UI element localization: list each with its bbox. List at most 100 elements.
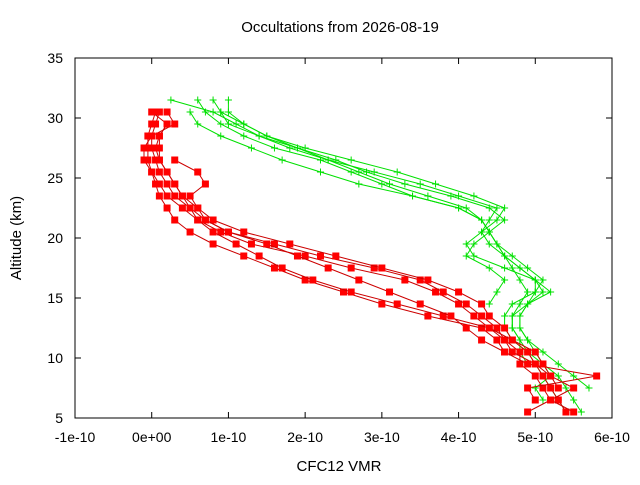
data-point (516, 276, 524, 284)
data-point (508, 300, 516, 308)
data-point (240, 132, 248, 140)
data-point (186, 228, 194, 236)
data-point (455, 204, 463, 212)
data-point (163, 168, 171, 176)
data-point (570, 384, 578, 392)
data-point (163, 120, 171, 128)
data-point (478, 300, 486, 308)
x-tick-label: 3e-10 (364, 429, 400, 445)
data-point (270, 240, 278, 248)
data-point (309, 276, 317, 284)
data-point (332, 156, 340, 164)
series-line (143, 111, 597, 401)
data-point (493, 240, 501, 248)
data-point (485, 228, 493, 236)
data-point (416, 276, 424, 284)
data-point (148, 144, 156, 152)
data-point (217, 228, 225, 236)
data-point (378, 180, 386, 188)
data-point (347, 168, 355, 176)
data-point (478, 216, 486, 224)
data-point (209, 108, 217, 116)
data-point (516, 348, 524, 356)
y-tick-label: 35 (47, 50, 63, 66)
data-point (424, 312, 432, 320)
data-point (140, 144, 148, 152)
series-green-10 (217, 108, 547, 368)
data-point (209, 216, 217, 224)
x-tick-label: -1e-10 (55, 429, 96, 445)
data-point (194, 204, 202, 212)
data-point (462, 324, 470, 332)
data-point (209, 96, 217, 104)
data-point (301, 276, 309, 284)
data-point (401, 276, 409, 284)
data-point (209, 228, 217, 236)
data-point (224, 228, 232, 236)
series-line (151, 111, 575, 413)
data-point (485, 300, 493, 308)
data-point (171, 180, 179, 188)
data-point (508, 336, 516, 344)
data-point (516, 312, 524, 320)
data-point (470, 312, 478, 320)
data-point (547, 372, 555, 380)
data-point (209, 240, 217, 248)
data-point (416, 180, 424, 188)
data-point (485, 216, 493, 224)
data-point (155, 144, 163, 152)
data-point (148, 168, 156, 176)
data-point (432, 288, 440, 296)
data-point (171, 216, 179, 224)
data-point (240, 228, 248, 236)
series-red-4 (155, 120, 562, 392)
data-point (455, 300, 463, 308)
data-point (501, 324, 509, 332)
data-point (247, 240, 255, 248)
data-point (493, 216, 501, 224)
data-point (316, 252, 324, 260)
data-point (554, 360, 562, 368)
data-point (247, 144, 255, 152)
data-point (447, 312, 455, 320)
x-tick-label: 1e-10 (211, 429, 247, 445)
data-point (278, 264, 286, 272)
data-point (152, 156, 160, 164)
data-point (531, 372, 539, 380)
data-point (501, 336, 509, 344)
data-point (547, 384, 555, 392)
data-point (485, 204, 493, 212)
data-point (148, 132, 156, 140)
data-point (524, 384, 532, 392)
data-point (163, 180, 171, 188)
data-point (316, 168, 324, 176)
data-point (539, 372, 547, 380)
data-point (178, 192, 186, 200)
data-point (324, 264, 332, 272)
data-point (224, 96, 232, 104)
data-point (240, 252, 248, 260)
data-point (293, 252, 301, 260)
y-axis-label: Altitude (km) (8, 196, 25, 280)
x-tick-label: 2e-10 (287, 429, 323, 445)
data-point (178, 204, 186, 212)
data-point (485, 240, 493, 248)
data-point (478, 312, 486, 320)
series-red-5 (171, 156, 509, 356)
data-point (278, 156, 286, 164)
data-point (355, 168, 363, 176)
data-point (508, 312, 516, 320)
data-point (186, 108, 194, 116)
data-point (255, 252, 263, 260)
data-point (524, 408, 532, 416)
data-point (347, 156, 355, 164)
data-point (485, 264, 493, 272)
data-point (155, 108, 163, 116)
data-point (531, 360, 539, 368)
chart-title: Occultations from 2026-08-19 (241, 19, 439, 36)
data-point (462, 252, 470, 260)
data-point (470, 240, 478, 248)
data-point (171, 120, 179, 128)
series-red-2 (140, 108, 601, 404)
x-tick-label: 4e-10 (441, 429, 477, 445)
